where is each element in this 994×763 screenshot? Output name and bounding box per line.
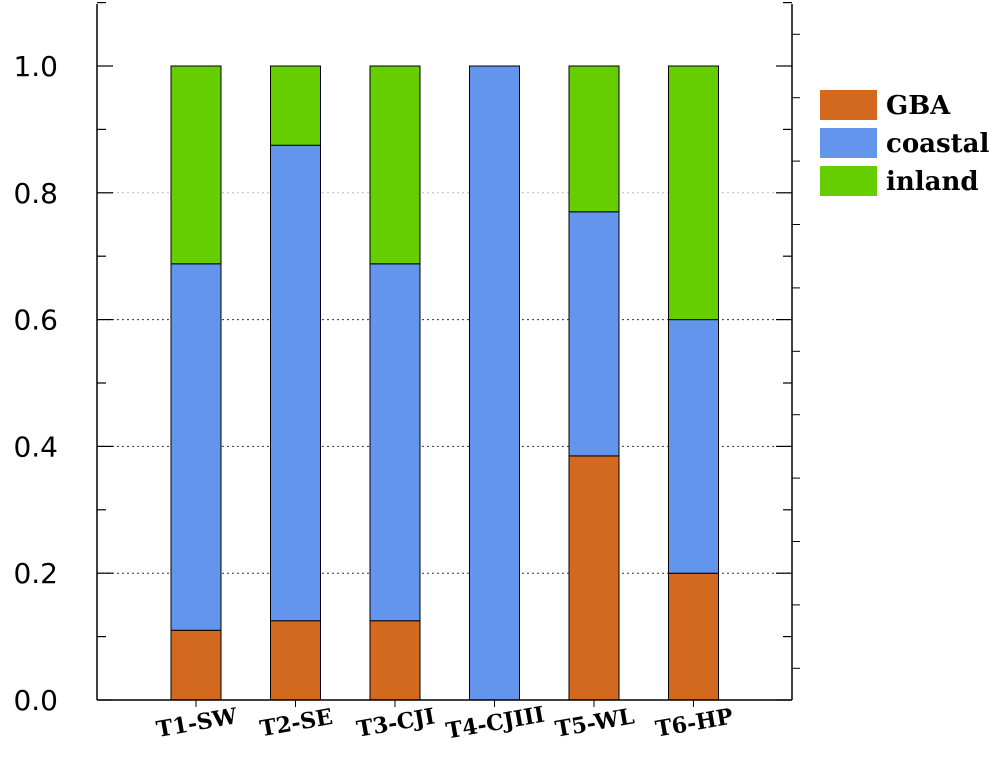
bar-segment — [170, 629, 222, 701]
y-tick-label: 1.0 — [13, 50, 58, 83]
bar-segment — [270, 144, 321, 622]
x-tick-labels: T1-SW T2-SE T3-CJI T4-CJIII T5-WL T6-HP — [154, 702, 735, 745]
y-tick-label: 0.4 — [13, 430, 58, 463]
legend-swatch — [820, 90, 877, 120]
legend-swatch — [820, 166, 877, 196]
bar-segment — [469, 65, 520, 701]
bar-segment — [170, 65, 222, 265]
bar-segment — [568, 65, 620, 213]
bar-segment — [568, 211, 620, 457]
bar-segment — [270, 620, 321, 701]
bar-segment — [170, 263, 222, 631]
x-tick-label: T1-SW — [154, 703, 239, 743]
bar-segment — [369, 263, 421, 622]
bar-segment — [668, 319, 719, 574]
legend: GBA coastal inland — [820, 90, 990, 197]
bar-segment — [369, 65, 421, 265]
y-tick-label: 0.0 — [13, 684, 58, 717]
axes — [96, 1, 800, 707]
legend-label: coastal — [886, 129, 990, 159]
y-tick-label: 0.6 — [13, 304, 58, 337]
y-tick-label: 0.2 — [13, 557, 58, 590]
x-tick-label: T2-SE — [258, 704, 335, 742]
x-tick-label: T4-CJIII — [444, 702, 547, 745]
y-tick-labels: 0.0 0.2 0.4 0.6 0.8 1.0 — [13, 50, 58, 717]
x-tick-label: T5-WL — [553, 703, 636, 742]
bar-segment — [369, 620, 421, 701]
legend-label: GBA — [886, 91, 951, 121]
bar-segment — [668, 65, 719, 321]
bar-segment — [568, 455, 620, 701]
bar-segment — [270, 65, 321, 146]
x-tick-label: T3-CJI — [355, 703, 437, 742]
bars — [170, 65, 719, 701]
x-tick-label: T6-HP — [654, 704, 735, 743]
legend-swatch — [820, 128, 877, 158]
y-tick-label: 0.8 — [13, 177, 58, 210]
bar-segment — [668, 572, 719, 701]
legend-label: inland — [886, 167, 979, 197]
